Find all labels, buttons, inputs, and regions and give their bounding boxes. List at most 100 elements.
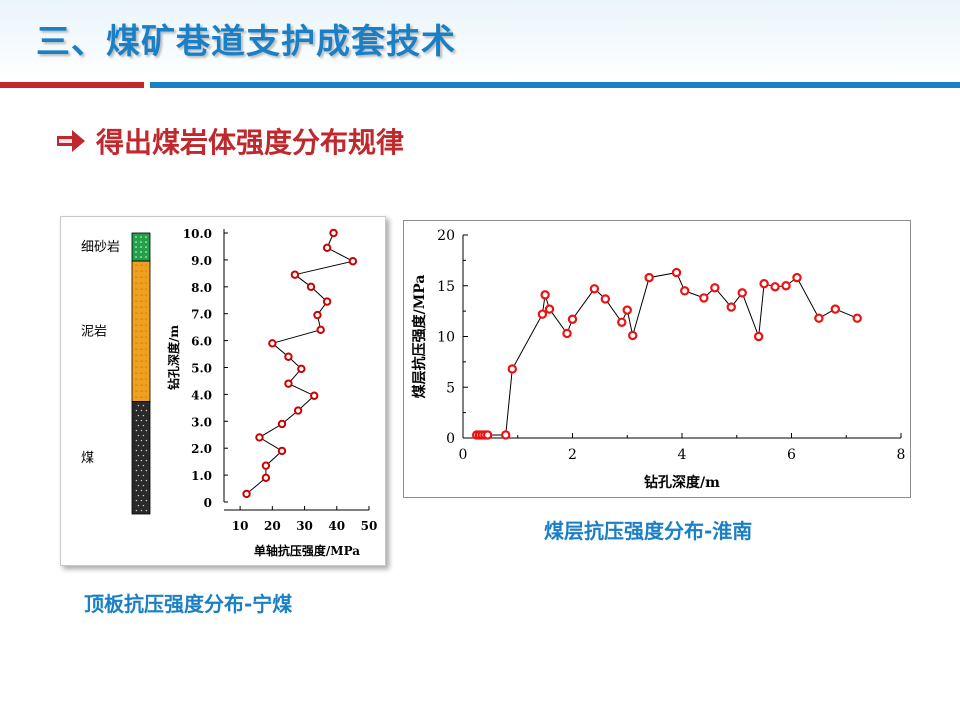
coal-texture-dot <box>137 484 140 487</box>
data-point <box>852 313 862 323</box>
coal-strength-distribution-chart: 0 5 10 15 20 0 2 4 6 8 煤层抗压强度/MPa 钻孔深度/m <box>411 228 905 491</box>
data-point <box>242 489 251 499</box>
coal-texture-dot <box>140 409 143 412</box>
data-point <box>255 433 264 442</box>
data-point <box>507 364 517 374</box>
y-tick-label: 15 <box>437 279 455 295</box>
right-chart-caption: 煤层抗压强度分布-淮南 <box>544 519 753 543</box>
stratum-label: 泥岩 <box>81 324 107 339</box>
coal-texture-dot <box>145 409 148 412</box>
x-tick-label: 40 <box>328 519 345 533</box>
data-point <box>814 313 824 323</box>
x-axis-label: 钻孔深度/m <box>644 474 720 491</box>
x-tick-label: 50 <box>361 519 378 533</box>
sandstone-texture-dot <box>145 246 147 248</box>
coal-texture-dot <box>142 414 145 417</box>
coal-texture-dot <box>140 449 143 452</box>
coal-texture-dot <box>135 449 138 452</box>
data-point <box>310 391 319 400</box>
y-tick-label: 6.0 <box>191 335 212 349</box>
y-tick-label: 5.0 <box>191 362 212 376</box>
strength-line <box>476 272 858 436</box>
coal-texture-dot <box>140 489 143 492</box>
y-tick-label: 10 <box>437 330 455 346</box>
coal-texture-dot <box>145 419 148 422</box>
x-tick-label: 20 <box>264 519 281 533</box>
sandstone-texture-dot <box>145 236 147 238</box>
y-tick-label: 7.0 <box>191 308 212 322</box>
data-point <box>753 331 764 342</box>
coal-texture-dot <box>137 444 140 447</box>
x-axis-label: 单轴抗压强度/MPa <box>254 543 360 558</box>
coal-texture-dot <box>140 439 143 442</box>
coal-texture-dot <box>145 509 148 512</box>
data-point <box>284 379 293 388</box>
y-tick-label: 1.0 <box>191 469 212 483</box>
data-point <box>322 243 332 252</box>
data-point <box>261 461 271 470</box>
x-tick-label: 6 <box>787 447 796 463</box>
coal-texture-dot <box>140 499 143 502</box>
data-point <box>322 297 332 306</box>
coal-texture-dot <box>135 499 138 502</box>
x-tick-label: 10 <box>232 519 249 533</box>
data-point <box>699 293 709 303</box>
x-tick-label: 4 <box>678 447 687 463</box>
data-point <box>293 406 303 415</box>
data-point <box>726 302 736 312</box>
data-point <box>544 304 555 314</box>
data-point <box>316 325 325 335</box>
coal-texture-dot <box>137 424 140 427</box>
coal-texture-dot <box>140 479 143 482</box>
sandstone-texture-dot <box>140 251 142 253</box>
y-tick-label: 4.0 <box>191 388 212 402</box>
coal-texture-dot <box>135 429 138 432</box>
coal-texture-dot <box>135 459 138 462</box>
coal-texture-dot <box>135 469 138 472</box>
data-point <box>628 330 638 341</box>
sandstone-texture-dot <box>135 251 137 253</box>
coal-texture-dot <box>140 509 143 512</box>
coal-texture-dot <box>145 469 148 472</box>
data-point <box>261 473 271 482</box>
coal-texture-dot <box>135 509 138 512</box>
data-point <box>501 430 511 440</box>
data-point <box>313 310 322 320</box>
sandstone-texture-dot <box>145 256 147 258</box>
section-subtitle: 得出煤岩体强度分布规律 <box>96 126 405 159</box>
coal-texture-dot <box>142 434 145 437</box>
coal-texture-dot <box>137 404 140 407</box>
coal-texture-dot <box>140 429 143 432</box>
sandstone-texture-dot <box>135 241 137 243</box>
coal-texture-dot <box>145 459 148 462</box>
data-point <box>348 257 358 266</box>
data-point <box>268 339 277 348</box>
left-chart-panel: 细砂岩 泥岩煤 0 1.0 2.0 3.0 4.0 5.0 6.0 7.0 8.0 9.0 10.0 10… <box>60 216 386 566</box>
coal-texture-dot <box>140 469 143 472</box>
y-axis-label: 煤层抗压强度/MPa <box>411 275 428 399</box>
coal-texture-dot <box>137 464 140 467</box>
sandstone-texture-dot <box>140 236 142 238</box>
header-rule-blue <box>150 82 960 88</box>
coal-texture-dot <box>145 479 148 482</box>
coal-texture-dot <box>145 499 148 502</box>
coal-texture-dot <box>135 419 138 422</box>
coal-texture-dot <box>137 494 140 497</box>
data-point <box>600 294 611 304</box>
header-rule-red <box>0 82 144 88</box>
data-point <box>622 305 632 315</box>
data-point <box>277 446 287 456</box>
data-point <box>482 430 493 440</box>
coal-texture-dot <box>142 404 145 407</box>
coal-texture-dot <box>142 444 145 447</box>
data-point <box>671 267 682 278</box>
y-tick-label: 10.0 <box>183 227 212 241</box>
coal-texture-dot <box>142 504 145 507</box>
sandstone-texture-dot <box>145 241 147 243</box>
y-tick-label: 8.0 <box>191 281 212 295</box>
coal-texture-dot <box>135 439 138 442</box>
y-tick-label: 2.0 <box>191 442 212 456</box>
data-point <box>792 272 802 283</box>
sandstone-texture-dot <box>135 246 137 248</box>
